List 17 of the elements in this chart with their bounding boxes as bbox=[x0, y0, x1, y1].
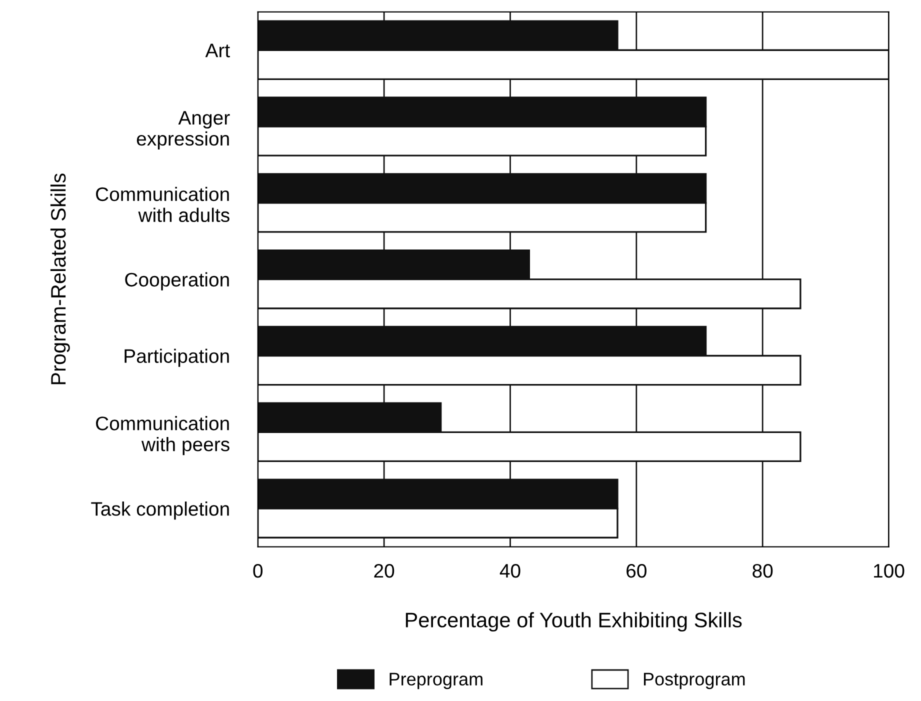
y-tick-label: Cooperation bbox=[125, 272, 229, 290]
y-axis-title: Program-Related Skills bbox=[50, 174, 70, 384]
x-tick-label: 40 bbox=[500, 564, 520, 578]
y-tick-label: Communication with adults bbox=[96, 186, 230, 222]
x-tick-label: 100 bbox=[874, 564, 904, 578]
y-tick-label: Communication with peers bbox=[96, 416, 230, 456]
x-axis-title: Percentage of Youth Exhibiting Skills bbox=[406, 612, 742, 632]
x-tick-label: 20 bbox=[374, 564, 394, 578]
x-tick-label: 80 bbox=[752, 564, 773, 578]
legend-label: Postprogram bbox=[644, 672, 745, 690]
legend-label: Preprogram bbox=[390, 672, 482, 690]
y-tick-label: Anger expression bbox=[136, 111, 230, 150]
y-tick-label: Art bbox=[205, 44, 230, 58]
x-tick-label: 0 bbox=[253, 564, 263, 578]
x-tick-label: 60 bbox=[626, 564, 646, 578]
y-tick-label: Task completion bbox=[91, 502, 229, 520]
y-tick-label: Participation bbox=[124, 348, 229, 367]
